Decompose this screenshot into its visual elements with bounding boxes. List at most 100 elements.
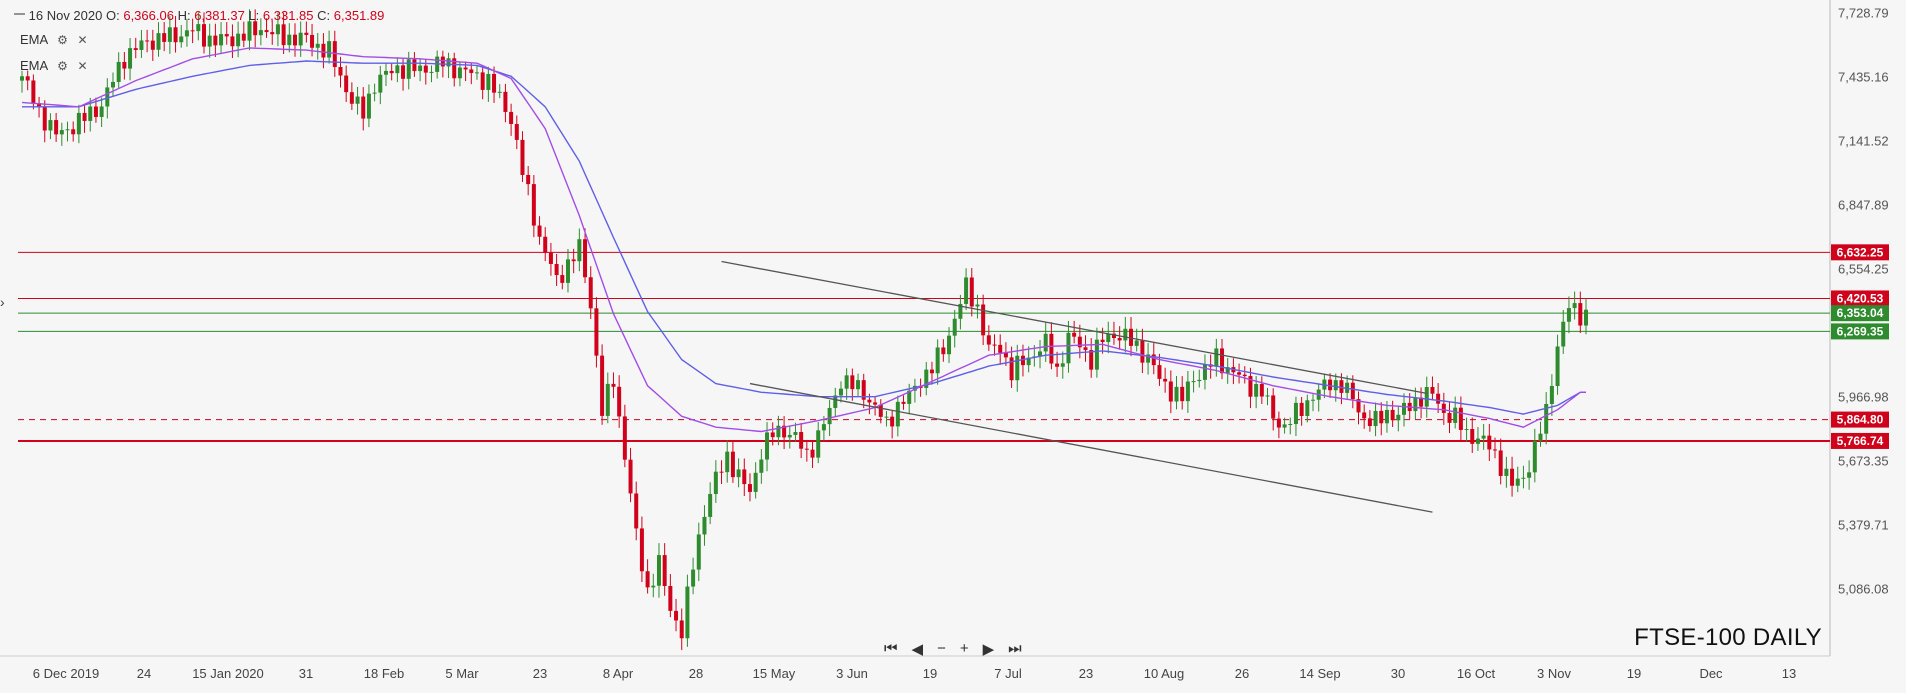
zoom-in-button[interactable]: + xyxy=(959,640,969,657)
candle-body xyxy=(59,130,64,135)
ohlc-menu-icon[interactable]: ⎻ xyxy=(14,11,25,23)
candle-body xyxy=(509,111,514,124)
candle-body xyxy=(412,59,417,72)
candle-body xyxy=(122,61,127,69)
candle-body xyxy=(1026,357,1031,366)
prev-icon[interactable]: ◀ xyxy=(911,641,924,658)
candle-body xyxy=(1248,376,1253,397)
price-marker-box xyxy=(1831,290,1889,307)
y-tick-label: 5,379.71 xyxy=(1838,517,1889,532)
candle-body xyxy=(873,402,878,405)
indicator-ema-fast[interactable]: EMA ⚙ ✕ xyxy=(20,32,88,47)
x-tick-label: 8 Apr xyxy=(603,666,634,681)
candle-body xyxy=(639,528,644,572)
candle-body xyxy=(241,33,246,41)
candle-body xyxy=(406,59,411,79)
candle-body xyxy=(947,335,952,355)
low-value: 6,331.85 xyxy=(262,8,314,23)
candle-body xyxy=(156,33,161,50)
zoom-out-button[interactable]: − xyxy=(937,640,946,657)
candle-body xyxy=(1350,382,1355,400)
candle-body xyxy=(833,395,838,408)
candle-body xyxy=(1566,308,1571,322)
candle-body xyxy=(617,386,622,417)
candle-body xyxy=(770,432,775,438)
candle-body xyxy=(1282,424,1287,428)
candle-body xyxy=(548,252,553,264)
candle-body xyxy=(82,112,87,121)
price-marker-box xyxy=(1831,244,1889,261)
last-page-icon[interactable]: ⏭ xyxy=(1008,640,1022,657)
candle-body xyxy=(1328,379,1333,391)
candle-body xyxy=(1117,338,1122,341)
first-page-icon[interactable]: ⏮ xyxy=(884,640,898,657)
x-tick-label: 23 xyxy=(1079,666,1093,681)
candle-body xyxy=(327,41,332,58)
settings-icon[interactable]: ⚙ xyxy=(57,33,68,47)
side-panel-toggle-icon[interactable]: › xyxy=(0,294,5,310)
close-label: C: xyxy=(317,8,331,23)
candle-body xyxy=(827,407,832,425)
candle-body xyxy=(600,355,605,416)
close-icon[interactable]: ✕ xyxy=(77,59,88,73)
price-marker-label: 6,353.04 xyxy=(1837,306,1884,320)
next-icon[interactable]: ▶ xyxy=(982,641,995,658)
candle-body xyxy=(565,259,570,283)
candle-body xyxy=(150,40,155,50)
candle-body xyxy=(446,58,451,67)
price-marker-label: 5,864.80 xyxy=(1837,413,1884,427)
candle-body xyxy=(1311,399,1316,401)
price-marker-label: 5,766.74 xyxy=(1837,434,1884,448)
candle-body xyxy=(338,67,343,76)
candle-body xyxy=(935,347,940,374)
candle-body xyxy=(765,432,770,460)
x-tick-label: 30 xyxy=(1391,666,1405,681)
close-icon[interactable]: ✕ xyxy=(77,33,88,47)
candle-body xyxy=(861,380,866,400)
candle-body xyxy=(207,35,212,47)
candle-body xyxy=(1527,472,1532,478)
candle-body xyxy=(65,129,70,131)
y-tick-label: 5,673.35 xyxy=(1838,453,1889,468)
price-marker-label: 6,632.25 xyxy=(1837,245,1884,259)
candle-body xyxy=(133,48,138,50)
indicator-ema-slow[interactable]: EMA ⚙ ✕ xyxy=(20,58,88,73)
candle-body xyxy=(1538,433,1543,441)
candle-body xyxy=(1498,450,1503,476)
candle-body xyxy=(1043,333,1048,352)
high-label: H: xyxy=(177,8,191,23)
low-label: L: xyxy=(248,8,260,23)
candle-body xyxy=(401,65,406,79)
candle-body xyxy=(139,40,144,50)
candle-body xyxy=(99,106,104,117)
chart-nav-toolbar: ⏮ ◀ − + ▶ ⏭ xyxy=(884,640,1022,658)
candle-body xyxy=(668,585,673,611)
candle-body xyxy=(986,335,991,345)
candle-body xyxy=(492,73,497,93)
candle-body xyxy=(20,76,24,81)
candle-body xyxy=(423,65,428,73)
candle-body xyxy=(691,569,696,587)
candle-body xyxy=(1373,410,1378,427)
candle-body xyxy=(1111,333,1116,339)
candle-body xyxy=(651,585,656,588)
candle-body xyxy=(1151,354,1156,366)
price-marker-box xyxy=(1831,411,1889,428)
candle-body xyxy=(355,96,360,104)
candle-body xyxy=(1276,418,1281,428)
candle-body xyxy=(463,67,468,70)
candle-body xyxy=(1129,328,1134,346)
candle-body xyxy=(674,610,679,621)
candle-body xyxy=(1487,435,1492,450)
candle-body xyxy=(560,275,565,283)
candle-body xyxy=(1242,374,1247,377)
settings-icon[interactable]: ⚙ xyxy=(57,59,68,73)
candle-body xyxy=(1083,347,1088,351)
candle-body xyxy=(145,40,150,42)
candle-body xyxy=(1430,387,1435,394)
candle-body xyxy=(1009,357,1014,381)
candle-body xyxy=(992,344,997,346)
candle-body xyxy=(719,471,724,473)
candle-body xyxy=(1060,363,1065,367)
